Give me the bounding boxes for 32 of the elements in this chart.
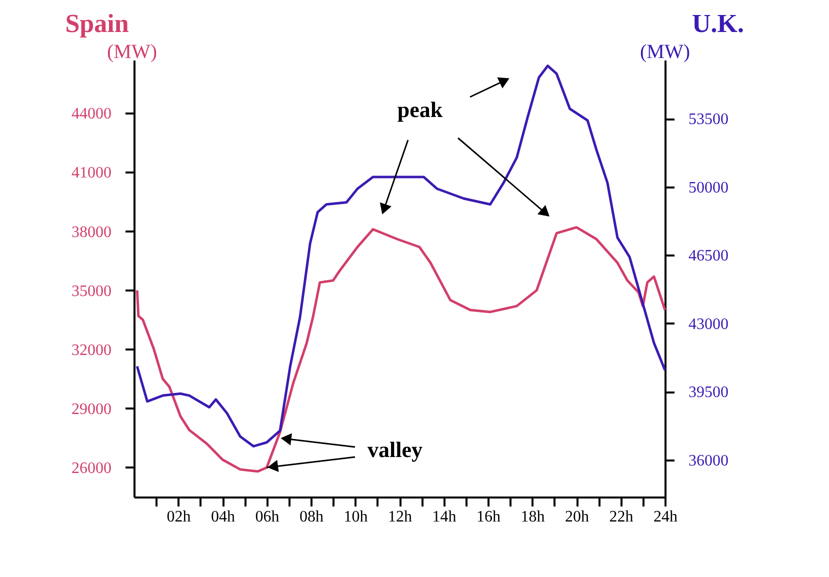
text: Spain	[65, 9, 130, 38]
x-tick-label: 16h	[476, 508, 500, 526]
line-series	[136, 226, 666, 473]
y2-tick-label: 39500	[688, 384, 728, 402]
y-tick-label: 32000	[72, 342, 112, 359]
y2-tick-label: 43000	[688, 316, 728, 333]
annotation: peak	[397, 97, 444, 122]
y2-tick-label: 46500	[688, 248, 728, 265]
y-tick-label: 26000	[72, 460, 112, 477]
y-tick-label: 38000	[72, 224, 112, 241]
y-tick-label: 35000	[72, 282, 112, 300]
x-tick-label: 14h	[432, 508, 456, 526]
x-tick-label: 06h	[255, 508, 280, 526]
y-tick-label: 41000	[72, 164, 112, 182]
y2-axis-title: (MW)	[640, 41, 690, 63]
y2-tick-label: 53500	[688, 111, 728, 128]
y2-tick-label: 36000	[688, 452, 728, 470]
x-tick-label: 22h	[609, 508, 634, 526]
y-axis-title: (MW)	[107, 41, 157, 63]
x-tick-label: 20h	[565, 508, 589, 526]
x-tick-label: 04h	[211, 508, 235, 526]
y2-tick-label: 50000	[688, 179, 728, 196]
annotation: valley	[368, 437, 422, 462]
x-tick-label: 18h	[520, 508, 545, 526]
x-tick-label: 08h	[300, 508, 324, 526]
x-tick-label: 12h	[388, 508, 412, 526]
y-tick-label: 44000	[72, 106, 112, 123]
x-tick-label: 24h	[654, 508, 678, 526]
text: U.K.	[692, 9, 744, 38]
y-tick-label: 29000	[72, 400, 112, 418]
x-tick-label: 10h	[344, 508, 368, 526]
x-tick-label: 02h	[166, 508, 191, 526]
